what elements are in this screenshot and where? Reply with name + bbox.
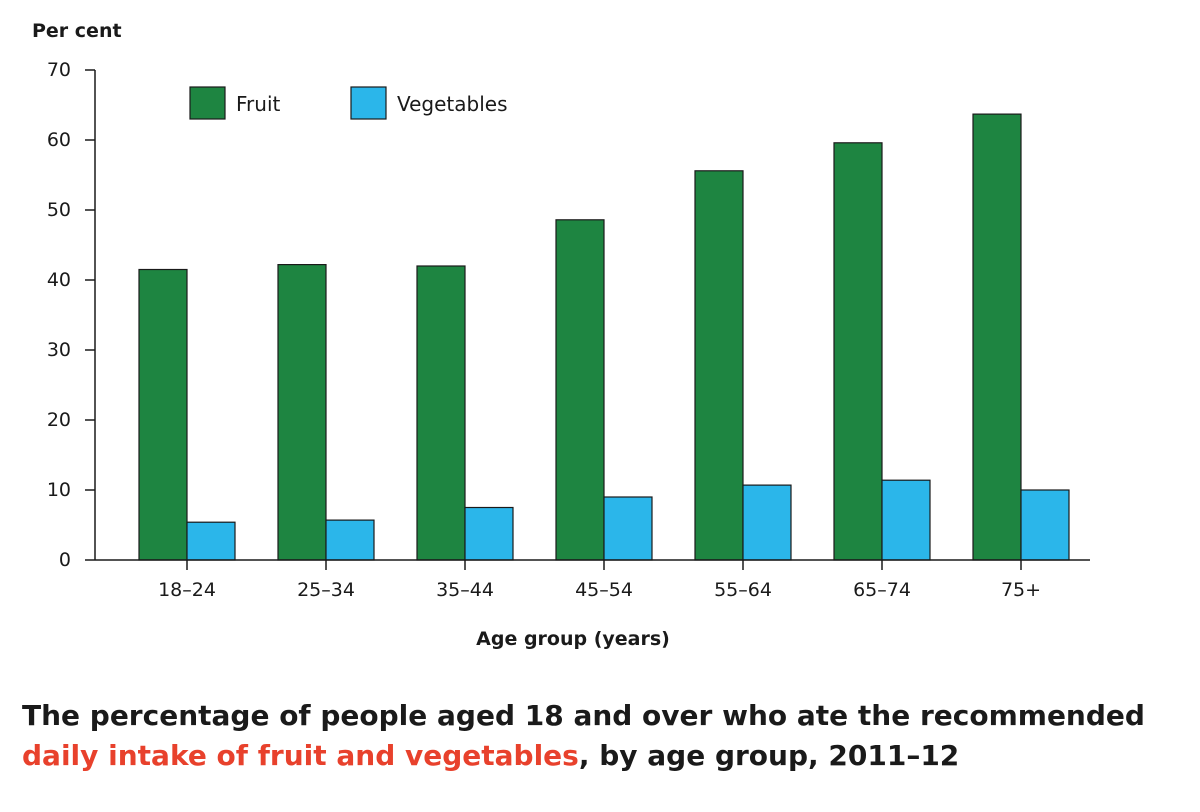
y-tick-label: 20 <box>47 409 71 431</box>
bar-vegetables <box>742 484 792 561</box>
x-axis: 18–24 25–34 35–44 45–54 55–64 65–74 75+ <box>158 560 1041 601</box>
y-axis: 0 10 20 30 40 50 60 70 <box>47 59 95 571</box>
bar-fruit <box>694 170 744 561</box>
y-tick-label: 60 <box>47 129 71 151</box>
bar-fruit <box>833 142 883 561</box>
bar-fruit <box>972 113 1022 561</box>
bar-fruit <box>416 265 466 561</box>
legend-swatch-vegetables <box>350 86 387 120</box>
bars-group <box>138 113 1070 561</box>
bar-vegetables <box>1020 489 1070 561</box>
x-tick-label: 18–24 <box>158 579 216 601</box>
x-tick-label: 65–74 <box>853 579 911 601</box>
y-tick-label: 30 <box>47 339 71 361</box>
x-tick-label: 45–54 <box>575 579 633 601</box>
legend: Fruit Vegetables <box>189 86 508 120</box>
y-tick-label: 10 <box>47 479 71 501</box>
bar-vegetables <box>881 479 931 561</box>
y-tick-label: 70 <box>47 59 71 81</box>
bar-fruit <box>277 264 327 561</box>
x-axis-title: Age group (years) <box>476 628 670 650</box>
x-tick-label: 35–44 <box>436 579 494 601</box>
y-axis-title: Per cent <box>32 20 122 42</box>
legend-label-fruit: Fruit <box>236 92 281 116</box>
bar-vegetables <box>186 521 236 561</box>
bar-vegetables <box>603 496 653 561</box>
bar-vegetables <box>325 519 375 561</box>
chart: Per cent 0 10 20 30 40 50 60 70 18–24 25–34 35–44… <box>32 20 1090 650</box>
x-tick-label: 55–64 <box>714 579 772 601</box>
caption-highlight: daily intake of fruit and vegetables <box>22 739 579 772</box>
caption-text-2: , by age group, 2011–12 <box>578 739 960 772</box>
legend-label-vegetables: Vegetables <box>397 92 508 116</box>
y-tick-label: 40 <box>47 269 71 291</box>
x-tick-label: 75+ <box>1001 579 1041 601</box>
y-tick-label: 50 <box>47 199 71 221</box>
bar-vegetables <box>464 506 514 561</box>
legend-swatch-fruit <box>189 86 226 120</box>
chart-caption: The percentage of people aged 18 and ove… <box>22 696 1172 776</box>
caption-text-1: The percentage of people aged 18 and ove… <box>22 699 1145 732</box>
bar-fruit <box>555 219 605 561</box>
x-tick-label: 25–34 <box>297 579 355 601</box>
y-tick-label: 0 <box>59 549 71 571</box>
bar-fruit <box>138 268 188 561</box>
